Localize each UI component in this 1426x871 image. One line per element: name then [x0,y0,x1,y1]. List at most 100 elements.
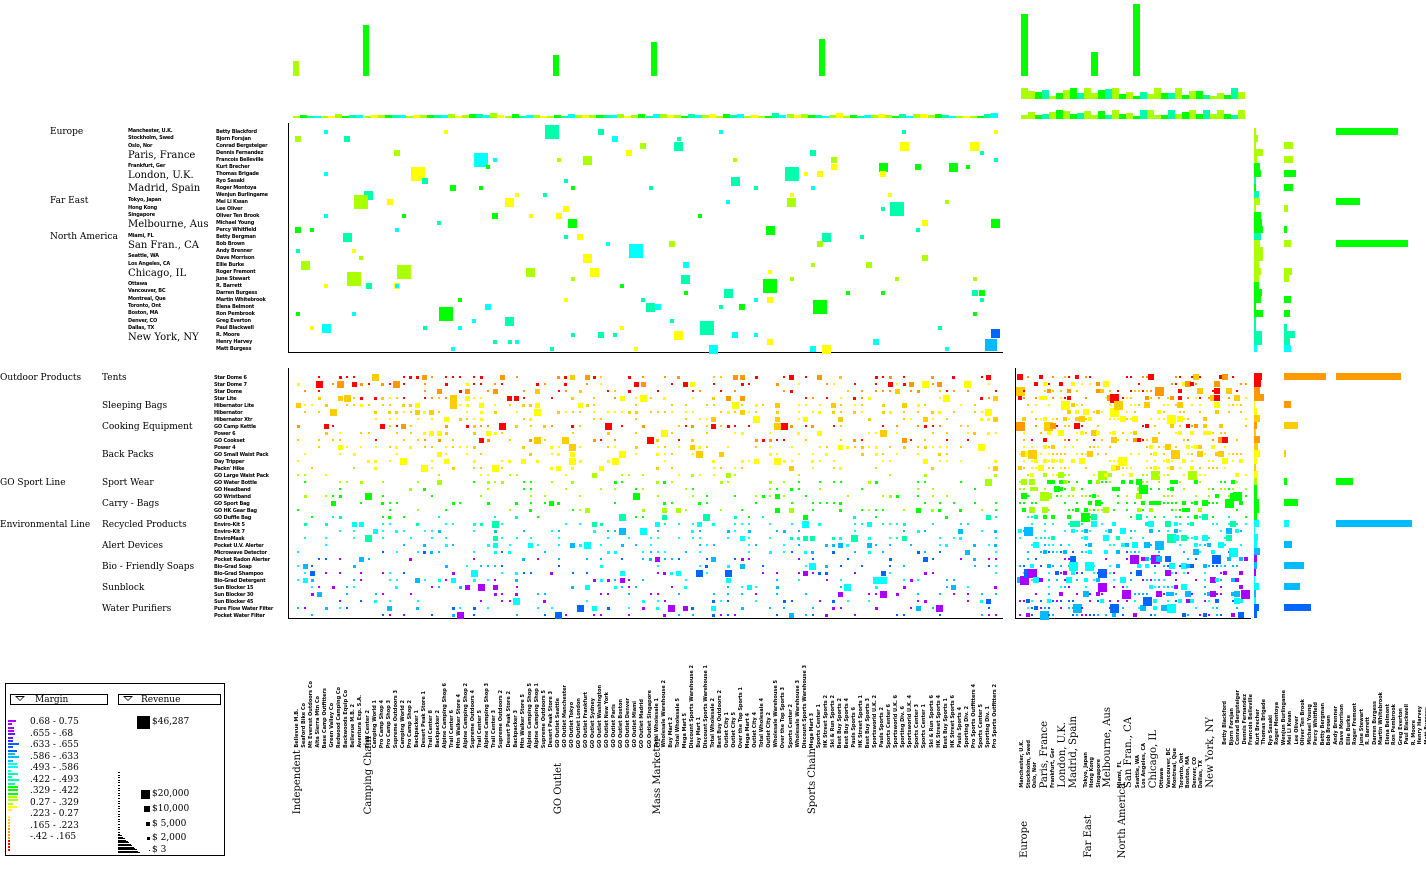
top-bar [483,115,491,118]
data-mark [1068,481,1071,483]
data-mark [1060,390,1062,392]
data-mark [1109,603,1119,613]
data-mark [415,577,421,583]
data-mark [1226,388,1233,394]
revenue-histogram-bar [118,795,120,797]
data-mark [1076,481,1079,483]
data-mark [1047,586,1050,588]
data-mark [1074,423,1081,429]
data-mark [903,509,906,511]
data-mark [1082,591,1089,597]
data-mark [1133,390,1136,392]
data-mark [395,585,399,589]
margin-histogram-bar [8,776,12,779]
data-mark [1063,480,1068,484]
data-mark [1178,530,1181,532]
data-mark [1166,600,1169,602]
top-bar [666,115,674,118]
data-mark [1051,474,1054,476]
data-mark [1055,460,1058,462]
data-mark [741,593,744,595]
data-mark [1244,488,1247,490]
data-mark [296,249,300,253]
data-mark [902,130,907,134]
data-mark [494,481,497,483]
top-bar [948,116,956,118]
data-mark [423,390,426,392]
data-mark [903,418,906,420]
data-mark [451,501,455,505]
data-mark [853,515,857,519]
data-mark [931,410,934,414]
data-mark [543,593,546,595]
data-mark [734,495,737,497]
data-mark [359,403,363,407]
data-mark [697,521,703,527]
data-mark [769,537,772,539]
city-column-label: Oslo, Nor [1032,761,1038,788]
retailer-label: Discount Sports Warehouse 2 [688,664,695,748]
data-mark [1097,470,1107,480]
data-mark [646,302,655,312]
top-bar [434,115,441,118]
data-mark [1150,467,1153,469]
data-mark [536,382,540,386]
data-mark [938,446,941,448]
data-mark [662,514,668,520]
data-mark [1145,522,1150,526]
data-mark [691,411,694,413]
top-bar [934,114,942,118]
data-mark [1236,481,1239,483]
data-mark [550,607,553,609]
data-mark [818,481,821,483]
data-mark [1049,423,1056,429]
data-mark [465,382,469,386]
margin-legend-dropdown[interactable]: Margin [10,694,108,705]
top-bar [497,115,505,118]
data-mark [1042,396,1047,400]
data-mark [1187,439,1190,441]
data-mark [1166,474,1169,476]
data-mark [480,474,483,476]
data-mark [720,411,722,413]
data-mark [1178,509,1181,511]
data-mark [303,522,307,526]
data-mark [1075,375,1080,379]
data-mark [416,522,420,526]
data-mark [395,410,399,414]
data-mark [910,390,913,392]
data-mark [1068,418,1071,420]
data-mark [1241,589,1250,599]
data-mark [1162,418,1165,420]
top-bar [906,116,914,118]
data-mark [388,425,391,427]
top-bar [293,116,300,118]
margin-histogram-bar [8,822,10,824]
data-mark [374,599,378,603]
data-mark [1113,400,1123,410]
revenue-legend-dropdown[interactable]: Revenue [118,694,221,705]
data-mark [410,167,425,181]
city-bar [1154,88,1161,99]
data-mark [1191,460,1194,462]
data-mark [1084,432,1087,434]
city-bar [1035,92,1042,99]
data-mark [691,453,694,455]
data-mark [544,125,559,139]
data-mark [994,543,998,547]
data-mark [396,265,411,279]
data-mark [316,591,322,597]
city-bar [1196,91,1203,99]
data-mark [1244,397,1247,399]
data-mark [705,446,708,448]
data-mark [889,460,892,462]
city-bar [1203,95,1210,99]
data-mark [1042,445,1047,449]
data-mark [1137,390,1140,392]
data-mark [938,537,941,539]
city-label: Montreal, Que [128,295,166,302]
data-mark [924,439,927,441]
data-mark [642,558,645,560]
data-mark [741,404,744,406]
data-mark [359,480,363,484]
